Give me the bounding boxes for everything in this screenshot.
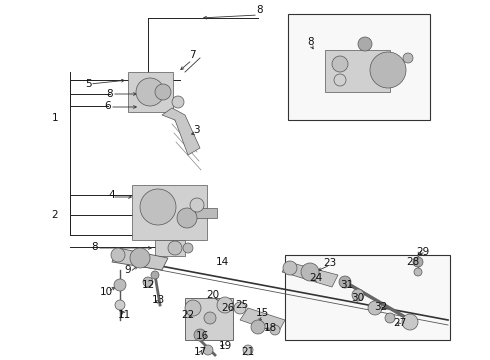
Text: 7: 7 xyxy=(189,50,196,60)
Circle shape xyxy=(194,329,206,341)
Polygon shape xyxy=(285,255,450,340)
Circle shape xyxy=(190,198,204,212)
Bar xyxy=(325,50,390,92)
Circle shape xyxy=(136,78,164,106)
Circle shape xyxy=(368,301,382,315)
Circle shape xyxy=(283,261,297,275)
Circle shape xyxy=(177,208,197,228)
Text: 12: 12 xyxy=(142,280,155,290)
Text: 4: 4 xyxy=(109,190,115,200)
Text: 17: 17 xyxy=(194,347,207,357)
Text: 25: 25 xyxy=(235,300,248,310)
Text: 3: 3 xyxy=(193,125,199,135)
Polygon shape xyxy=(240,308,285,333)
Text: 2: 2 xyxy=(51,210,58,220)
Text: 16: 16 xyxy=(196,331,209,341)
Polygon shape xyxy=(162,108,200,155)
Bar xyxy=(195,208,217,218)
Text: 18: 18 xyxy=(264,323,277,333)
Circle shape xyxy=(301,263,319,281)
Circle shape xyxy=(385,313,395,323)
Circle shape xyxy=(111,248,125,262)
Circle shape xyxy=(140,189,176,225)
Text: 8: 8 xyxy=(257,5,263,15)
Text: 19: 19 xyxy=(219,341,232,351)
Text: 9: 9 xyxy=(124,265,131,275)
Text: 32: 32 xyxy=(374,302,388,312)
Text: 11: 11 xyxy=(118,310,131,320)
Bar xyxy=(185,298,233,340)
Text: 8: 8 xyxy=(308,37,314,47)
Bar xyxy=(132,185,207,240)
Text: 20: 20 xyxy=(206,290,220,300)
Circle shape xyxy=(204,312,216,324)
Bar xyxy=(155,240,185,256)
Text: 6: 6 xyxy=(105,101,111,111)
Text: 5: 5 xyxy=(85,79,91,89)
Polygon shape xyxy=(282,262,338,287)
Text: 15: 15 xyxy=(255,308,269,318)
Circle shape xyxy=(130,248,150,268)
Text: 22: 22 xyxy=(181,310,195,320)
Text: 14: 14 xyxy=(216,257,229,267)
Text: 28: 28 xyxy=(406,257,419,267)
Circle shape xyxy=(332,56,348,72)
Circle shape xyxy=(203,345,213,355)
Bar xyxy=(128,72,173,112)
Text: 26: 26 xyxy=(221,303,235,313)
Circle shape xyxy=(358,37,372,51)
Polygon shape xyxy=(112,248,168,270)
Text: 24: 24 xyxy=(309,273,322,283)
Circle shape xyxy=(414,268,422,276)
Text: 10: 10 xyxy=(99,287,113,297)
Text: 27: 27 xyxy=(393,318,407,328)
Circle shape xyxy=(352,289,364,301)
Text: 8: 8 xyxy=(107,89,113,99)
Circle shape xyxy=(185,300,201,316)
Circle shape xyxy=(183,243,193,253)
Text: 23: 23 xyxy=(323,258,337,268)
Circle shape xyxy=(251,320,265,334)
Circle shape xyxy=(143,277,153,287)
Text: 31: 31 xyxy=(341,280,354,290)
Circle shape xyxy=(403,53,413,63)
Circle shape xyxy=(155,84,171,100)
Circle shape xyxy=(413,257,423,267)
Circle shape xyxy=(168,241,182,255)
Circle shape xyxy=(114,279,126,291)
Circle shape xyxy=(339,276,351,288)
Circle shape xyxy=(243,345,253,355)
Circle shape xyxy=(115,300,125,310)
Text: 13: 13 xyxy=(151,295,165,305)
Text: 29: 29 xyxy=(416,247,430,257)
Text: 8: 8 xyxy=(92,242,98,252)
Text: 1: 1 xyxy=(51,113,58,123)
Circle shape xyxy=(172,96,184,108)
Circle shape xyxy=(234,302,246,314)
Polygon shape xyxy=(288,14,430,120)
Circle shape xyxy=(334,74,346,86)
Circle shape xyxy=(370,52,406,88)
Text: 21: 21 xyxy=(242,347,255,357)
Circle shape xyxy=(402,314,418,330)
Circle shape xyxy=(270,325,280,335)
Circle shape xyxy=(217,297,233,313)
Circle shape xyxy=(151,271,159,279)
Text: 30: 30 xyxy=(351,293,365,303)
